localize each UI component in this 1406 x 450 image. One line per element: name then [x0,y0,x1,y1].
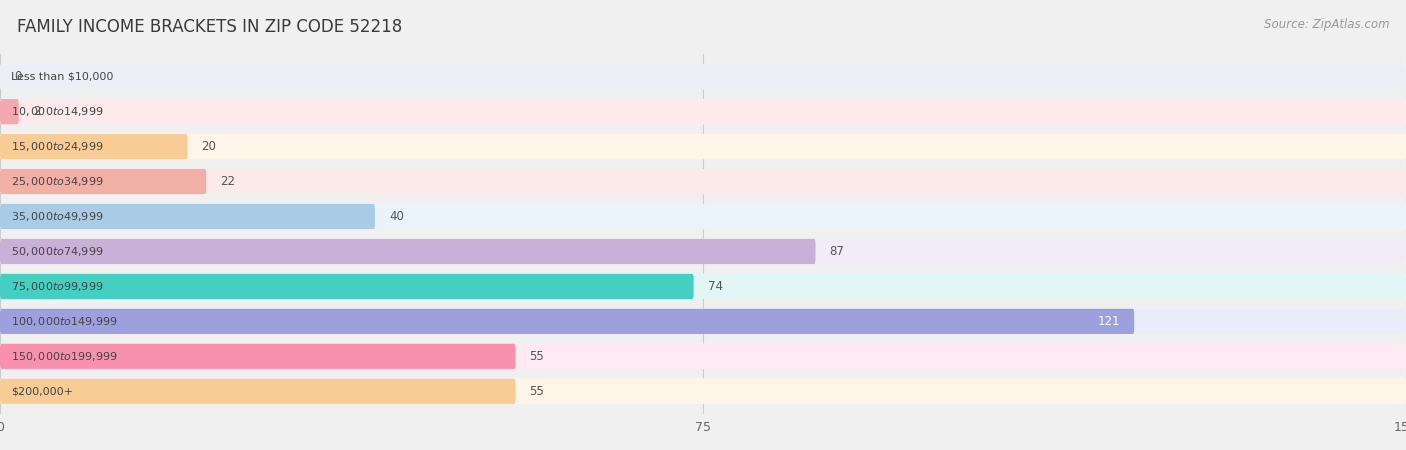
FancyBboxPatch shape [0,64,1406,89]
Text: $150,000 to $199,999: $150,000 to $199,999 [11,350,118,363]
FancyBboxPatch shape [0,239,1406,264]
Text: $200,000+: $200,000+ [11,386,73,396]
FancyBboxPatch shape [0,344,516,369]
FancyBboxPatch shape [0,99,18,124]
Text: $75,000 to $99,999: $75,000 to $99,999 [11,280,104,293]
FancyBboxPatch shape [0,379,1406,404]
FancyBboxPatch shape [0,134,1406,159]
Text: 0: 0 [14,70,21,83]
Text: $100,000 to $149,999: $100,000 to $149,999 [11,315,118,328]
Text: 55: 55 [530,385,544,398]
Text: 22: 22 [221,175,235,188]
Text: $35,000 to $49,999: $35,000 to $49,999 [11,210,104,223]
FancyBboxPatch shape [0,239,815,264]
FancyBboxPatch shape [0,379,1406,404]
FancyBboxPatch shape [0,239,1406,264]
FancyBboxPatch shape [0,134,187,159]
FancyBboxPatch shape [0,379,516,404]
FancyBboxPatch shape [0,169,1406,194]
FancyBboxPatch shape [0,99,1406,124]
FancyBboxPatch shape [0,64,1406,89]
FancyBboxPatch shape [0,134,1406,159]
Text: 121: 121 [1098,315,1121,328]
Text: 2: 2 [32,105,41,118]
Text: 74: 74 [707,280,723,293]
Text: 55: 55 [530,350,544,363]
Text: $50,000 to $74,999: $50,000 to $74,999 [11,245,104,258]
FancyBboxPatch shape [0,309,1135,334]
FancyBboxPatch shape [0,274,693,299]
FancyBboxPatch shape [0,204,375,229]
Text: $25,000 to $34,999: $25,000 to $34,999 [11,175,104,188]
FancyBboxPatch shape [0,204,1406,229]
Text: $10,000 to $14,999: $10,000 to $14,999 [11,105,104,118]
FancyBboxPatch shape [0,344,1406,369]
FancyBboxPatch shape [0,169,1406,194]
Text: Less than $10,000: Less than $10,000 [11,72,114,82]
FancyBboxPatch shape [0,274,1406,299]
FancyBboxPatch shape [0,309,1406,334]
Text: $15,000 to $24,999: $15,000 to $24,999 [11,140,104,153]
FancyBboxPatch shape [0,309,1406,334]
FancyBboxPatch shape [0,204,1406,229]
Text: 20: 20 [201,140,217,153]
FancyBboxPatch shape [0,274,1406,299]
FancyBboxPatch shape [0,99,1406,124]
Text: 87: 87 [830,245,845,258]
Text: Source: ZipAtlas.com: Source: ZipAtlas.com [1264,18,1389,31]
FancyBboxPatch shape [0,344,1406,369]
Text: FAMILY INCOME BRACKETS IN ZIP CODE 52218: FAMILY INCOME BRACKETS IN ZIP CODE 52218 [17,18,402,36]
Text: 40: 40 [389,210,404,223]
FancyBboxPatch shape [0,169,207,194]
